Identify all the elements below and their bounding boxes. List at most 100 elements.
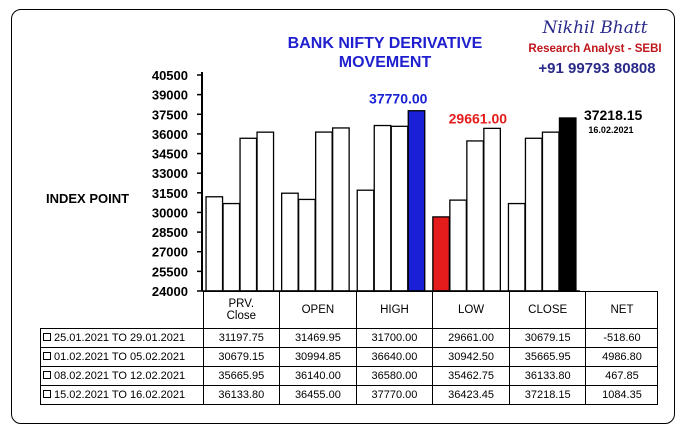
table-cell: 467.85 — [585, 366, 659, 386]
data-table: PRV. Close OPEN HIGH LOW CLOSE NET 25.01.2021 T… — [40, 291, 659, 405]
table-row: 15.02.2021 TO 16.02.2021 36133.80 36455.00… — [40, 385, 659, 405]
table-row: 08.02.2021 TO 12.02.2021 35665.95 36140.00… — [40, 366, 659, 386]
table-header-text: OPEN — [301, 304, 335, 316]
table-cell: 37218.15 — [508, 385, 587, 405]
bar — [331, 127, 350, 292]
bar — [280, 192, 299, 292]
table-header-text: HIGH — [380, 304, 409, 316]
legend-square-icon — [43, 333, 51, 342]
table-row-label-text: 15.02.2021 TO 16.02.2021 — [54, 389, 186, 401]
table-row: 25.01.2021 TO 29.01.2021 31197.75 31469.95… — [40, 328, 659, 348]
table-cell: 36455.00 — [279, 385, 357, 405]
bar — [432, 216, 451, 292]
table-header-cell: PRV. Close — [202, 291, 281, 329]
title-line-1: BANK NIFTY DERIVATIVE — [287, 35, 483, 52]
legend-square-icon — [43, 371, 51, 380]
title-line-2: MOVEMENT — [338, 54, 432, 71]
table-cell: 36140.00 — [279, 366, 357, 386]
table-cell: 35665.95 — [508, 347, 587, 367]
y-tick-label: 30000 — [152, 205, 188, 220]
y-tick-label: 39000 — [152, 88, 188, 103]
bar — [256, 131, 275, 292]
table-header-blank — [41, 292, 204, 329]
table-header-row: PRV. Close OPEN HIGH LOW CLOSE NET — [41, 291, 659, 329]
bar — [507, 202, 526, 292]
table-cell: 35462.75 — [432, 366, 510, 386]
table-cell: 30679.15 — [202, 347, 281, 367]
table-cell: 36640.00 — [355, 347, 434, 367]
table-row-label-text: 01.02.2021 TO 05.02.2021 — [54, 351, 186, 363]
y-tick-label: 31500 — [152, 186, 188, 201]
bar — [524, 137, 543, 292]
table-cell: 30994.85 — [279, 347, 357, 367]
chart-frame — [11, 9, 675, 424]
table-row-label: 08.02.2021 TO 12.02.2021 — [40, 366, 204, 386]
table-row-label: 01.02.2021 TO 05.02.2021 — [40, 347, 204, 367]
table-row-label-text: 08.02.2021 TO 12.02.2021 — [54, 370, 186, 382]
y-tick-label: 37500 — [152, 107, 188, 122]
legend-square-icon — [43, 390, 51, 399]
bar — [558, 117, 577, 292]
table-row-label-text: 25.01.2021 TO 29.01.2021 — [54, 332, 186, 344]
y-axis-label: INDEX POINT — [46, 191, 130, 206]
y-tick-label: 28500 — [152, 225, 188, 240]
y-tick-label: 34500 — [152, 147, 188, 162]
table-cell: -518.60 — [585, 328, 659, 348]
table-header-cell: LOW — [432, 291, 510, 329]
table-header-text: NET — [610, 304, 634, 316]
bar — [205, 196, 224, 292]
bar — [222, 202, 241, 292]
bar — [483, 127, 502, 292]
table-header-text: PRV. — [228, 298, 255, 310]
table-cell: 4986.80 — [585, 347, 659, 367]
author-phone: +91 99793 80808 — [538, 60, 656, 77]
table-header-text: CLOSE — [528, 304, 568, 316]
table-header-cell: OPEN — [279, 291, 357, 329]
bar — [449, 199, 468, 292]
table-cell: 30679.15 — [508, 328, 587, 348]
y-tick-label: 33000 — [152, 166, 188, 181]
data-label: 29661.00 — [449, 111, 508, 127]
table-header-cell: NET — [585, 291, 659, 329]
table-row-label: 25.01.2021 TO 29.01.2021 — [40, 328, 204, 348]
table-cell: 29661.00 — [432, 328, 510, 348]
table-cell: 36133.80 — [202, 385, 281, 405]
bar — [356, 189, 375, 292]
table-cell: 36423.45 — [432, 385, 510, 405]
legend-square-icon — [43, 352, 51, 361]
data-sublabel: 16.02.2021 — [588, 125, 633, 135]
y-tick-label: 36000 — [152, 127, 188, 142]
table-cell: 31469.95 — [279, 328, 357, 348]
table-cell: 36133.80 — [508, 366, 587, 386]
bar — [466, 140, 485, 292]
bar — [239, 137, 258, 292]
table-row: 01.02.2021 TO 05.02.2021 30679.15 30994.85… — [40, 347, 659, 367]
y-tick-label: 27000 — [152, 245, 188, 260]
bar — [297, 198, 316, 292]
table-header-text: LOW — [457, 304, 485, 316]
bar — [314, 131, 333, 292]
table-row-label: 15.02.2021 TO 16.02.2021 — [40, 385, 204, 405]
table-cell: 31197.75 — [202, 328, 281, 348]
table-header-text: Close — [226, 310, 256, 322]
table-header-cell: CLOSE — [508, 291, 587, 329]
y-tick-label: 40500 — [152, 68, 188, 83]
table-cell: 35665.95 — [202, 366, 281, 386]
y-tick-label: 25500 — [152, 264, 188, 279]
table-cell: 1084.35 — [585, 385, 659, 405]
bar — [390, 125, 409, 292]
table-cell: 31700.00 — [355, 328, 434, 348]
author-role: Research Analyst - SEBI — [528, 43, 662, 55]
chart-title: BANK NIFTY DERIVATIVE MOVEMENT — [240, 34, 530, 72]
table-cell: 37770.00 — [355, 385, 434, 405]
y-tick-label: 24000 — [152, 284, 188, 299]
table-cell: 30942.50 — [432, 347, 510, 367]
author-name: Nikhil Bhatt — [542, 18, 648, 38]
bar — [373, 124, 392, 292]
bar — [541, 131, 560, 292]
bar — [407, 110, 426, 292]
data-label: 37770.00 — [369, 91, 428, 107]
data-label: 37218.15 — [584, 107, 643, 123]
table-cell: 36580.00 — [355, 366, 434, 386]
